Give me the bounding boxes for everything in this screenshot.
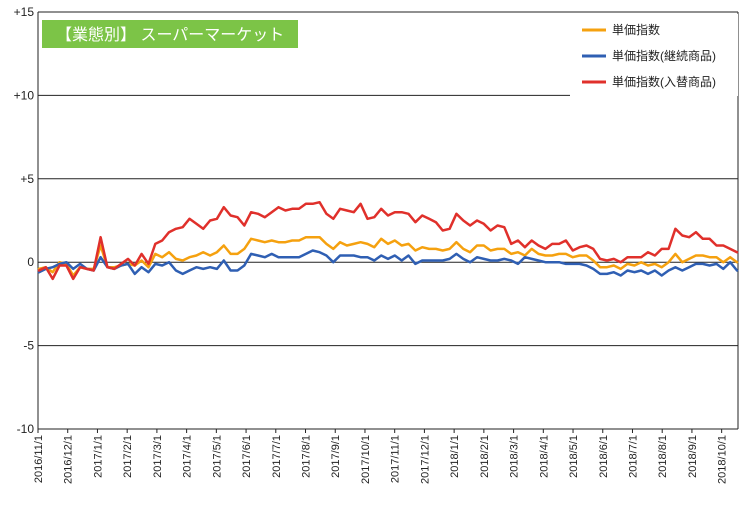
grid-layer [38,11,738,430]
series-line-2 [37,249,739,277]
x-tick-label: 2018/4/1 [538,435,550,478]
x-tick-label: 2016/11/1 [33,435,45,483]
x-tick-label: 2018/10/1 [717,435,729,484]
x-tick-label: 2017/12/1 [419,435,431,484]
x-tick-label: 2017/9/1 [330,435,342,478]
x-tick-label: 2018/1/1 [449,435,461,478]
x-tick-label: 2018/2/1 [479,435,491,478]
x-tick-label: 2018/5/1 [568,435,580,478]
x-tick-label: 2017/10/1 [360,435,372,484]
y-tick-label: +5 [20,172,34,186]
x-tick-label: 2017/5/1 [211,435,223,478]
series-line-1 [37,235,739,277]
x-tick-label: 2017/4/1 [182,435,194,478]
x-tick-label: 2017/11/1 [390,435,402,483]
x-tick-label: 2017/3/1 [152,435,164,478]
x-tick-label: 2017/6/1 [241,435,253,478]
x-tick-label: 2017/8/1 [301,435,313,478]
y-tick-label: +15 [14,5,35,19]
x-tick-label: 2018/8/1 [657,435,669,478]
x-tick-label: 2018/6/1 [598,435,610,478]
x-tick-label: 2017/1/1 [92,435,104,478]
x-tick-label: 2018/3/1 [509,435,521,478]
y-tick-label: +10 [14,88,35,102]
x-tick-label: 2016/12/1 [63,435,75,484]
chart-title-box: 【業態別】 スーパーマーケット [42,20,298,48]
legend-label-1: 単価指数 [612,22,660,37]
title-background [42,20,298,48]
x-tick-label: 2018/7/1 [627,435,639,478]
y-tick-label: 0 [27,255,34,269]
legend-label-2: 単価指数(継続商品) [612,48,716,63]
x-tick-label: 2017/7/1 [271,435,283,478]
chart-title: 【業態別】 スーパーマーケット [56,26,284,44]
legend-label-3: 単価指数(入替商品) [612,74,716,89]
x-tick-label: 2017/2/1 [122,435,134,478]
y-tick-label: -5 [23,339,34,353]
y-tick-label: -10 [17,422,35,436]
series-layer [37,200,739,281]
x-tick-label: 2018/9/1 [687,435,699,478]
series-line-3 [37,200,739,281]
